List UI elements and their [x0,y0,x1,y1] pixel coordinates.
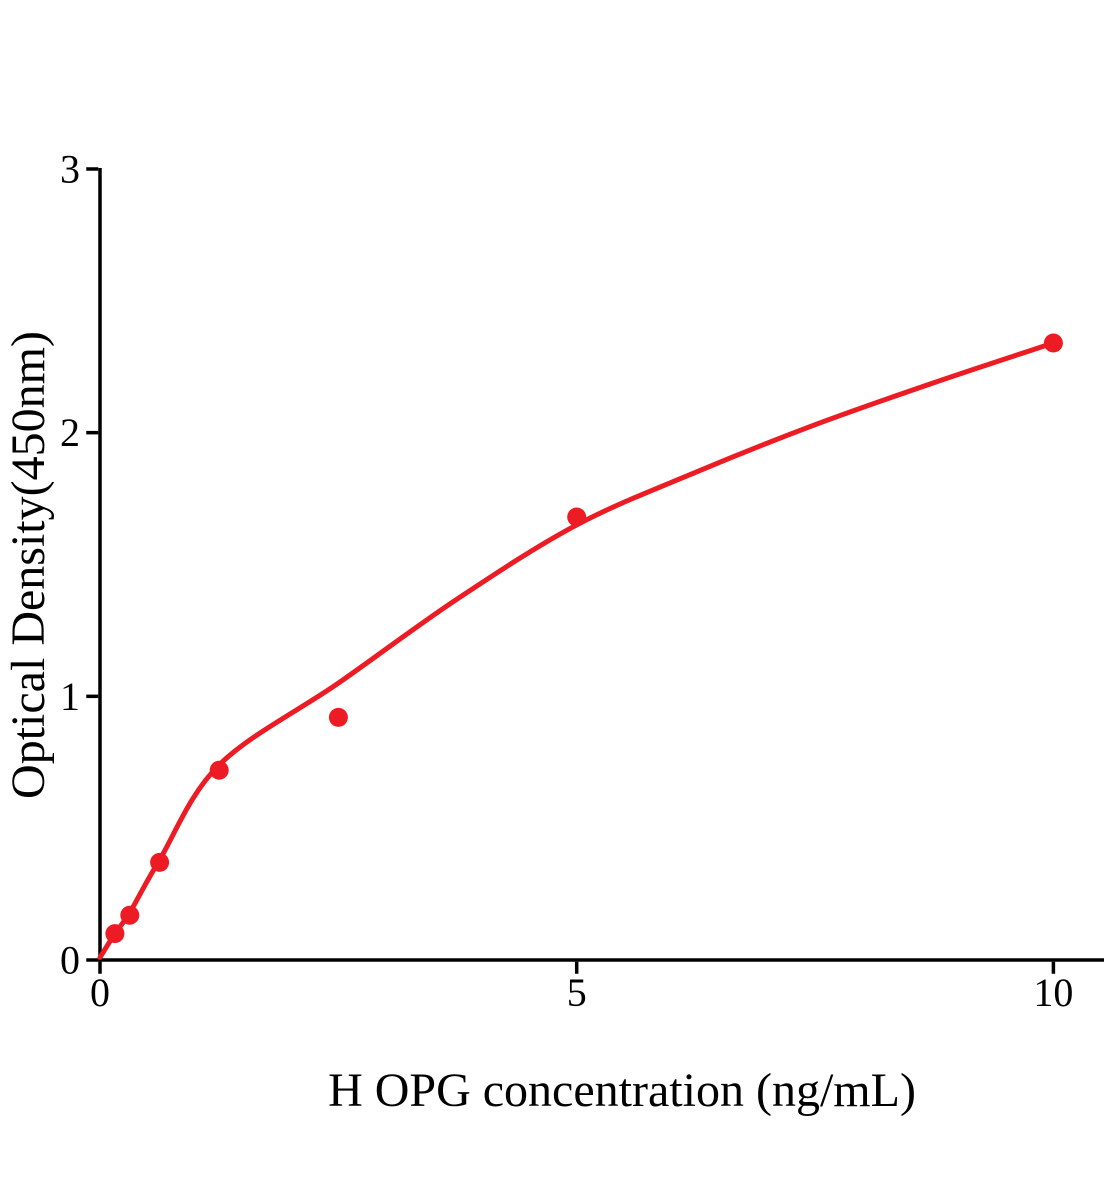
y-tick-label: 0 [60,938,80,983]
data-point [1043,333,1063,353]
axes: 0 1 2 3 0 5 10 [60,146,1104,1015]
data-point [567,507,587,527]
x-tick-label: 5 [567,970,587,1015]
data-point [328,707,348,727]
x-tick-label: 10 [1033,970,1073,1015]
y-tick-label: 1 [60,674,80,719]
data-point [120,905,140,925]
data-point [105,924,125,944]
y-axis-title: Optical Density(450nm) [2,331,55,799]
y-tick-label: 2 [60,410,80,455]
series [97,333,1063,960]
fit-curve [97,340,1056,960]
x-tick-label: 0 [90,970,110,1015]
x-axis-title: H OPG concentration (ng/mL) [328,1064,916,1117]
data-point [209,760,229,780]
y-tick-label: 3 [60,146,80,191]
data-point [150,852,170,872]
